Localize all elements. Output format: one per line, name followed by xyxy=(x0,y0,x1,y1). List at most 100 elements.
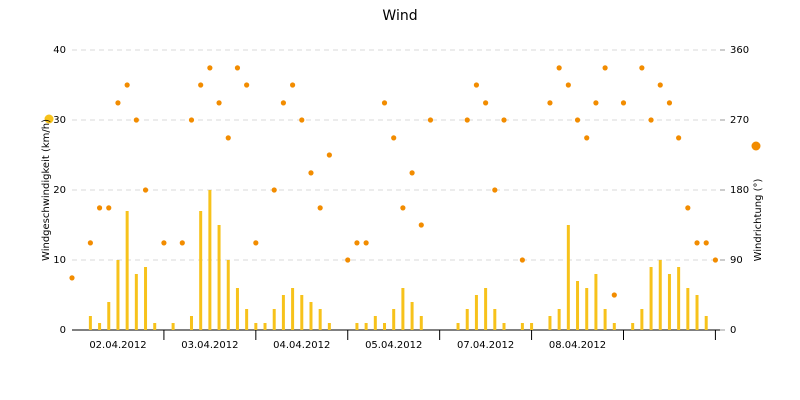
direction-point xyxy=(179,240,185,246)
x-tick-label: 03.04.2012 xyxy=(181,340,238,351)
y-tick-label: 40 xyxy=(53,45,66,56)
speed-bar xyxy=(649,267,653,330)
speed-bar xyxy=(171,323,175,330)
speed-bar xyxy=(677,267,681,330)
speed-bar xyxy=(125,211,129,330)
speed-bar xyxy=(318,309,322,330)
direction-point xyxy=(345,257,351,263)
x-tick-label: 04.04.2012 xyxy=(273,340,330,351)
speed-bar xyxy=(410,302,414,330)
speed-bar xyxy=(658,260,662,330)
speed-bar xyxy=(281,295,285,330)
speed-bar xyxy=(557,309,561,330)
x-tick-label: 02.04.2012 xyxy=(89,340,146,351)
direction-point xyxy=(574,117,581,123)
direction-point xyxy=(556,65,562,71)
y-tick-label: 10 xyxy=(53,255,66,266)
speed-bar xyxy=(245,309,249,330)
speed-bar xyxy=(686,288,690,330)
x-tick-label: 07.04.2012 xyxy=(457,340,514,351)
direction-point xyxy=(87,240,93,246)
direction-point xyxy=(308,170,314,176)
legend-marker xyxy=(44,114,54,124)
speed-bar xyxy=(134,274,138,330)
direction-point xyxy=(115,100,121,106)
direction-point xyxy=(648,117,654,123)
speed-bar xyxy=(189,316,193,330)
direction-point xyxy=(161,240,167,246)
direction-point xyxy=(501,117,507,123)
direction-point xyxy=(326,152,332,158)
direction-point xyxy=(216,100,222,106)
direction-point xyxy=(391,135,397,141)
speed-bar xyxy=(383,323,387,330)
speed-bar xyxy=(695,295,699,330)
direction-point xyxy=(565,82,571,88)
direction-point xyxy=(418,222,424,228)
y2-tick-label: 90 xyxy=(730,255,743,266)
direction-point xyxy=(124,82,130,88)
speed-bar xyxy=(612,323,616,330)
direction-point xyxy=(400,205,406,211)
speed-bar xyxy=(585,288,589,330)
speed-bar xyxy=(520,323,524,330)
speed-bar xyxy=(640,309,644,330)
direction-point xyxy=(602,65,608,71)
speed-bar xyxy=(603,309,607,330)
speed-bar xyxy=(566,225,570,330)
direction-point xyxy=(244,82,250,88)
speed-bar xyxy=(235,288,239,330)
speed-bar xyxy=(704,316,708,330)
direction-point xyxy=(299,117,305,123)
speed-bar xyxy=(98,323,102,330)
direction-point xyxy=(69,275,75,281)
direction-point xyxy=(703,240,709,246)
y2-tick-label: 360 xyxy=(730,45,749,56)
speed-bar xyxy=(667,274,671,330)
speed-bar xyxy=(153,323,157,330)
direction-point xyxy=(198,82,204,88)
direction-point xyxy=(409,170,415,176)
speed-bar xyxy=(594,274,598,330)
speed-bar xyxy=(364,323,368,330)
speed-bar xyxy=(502,323,506,330)
direction-point xyxy=(188,117,195,123)
y2-tick-label: 180 xyxy=(730,185,749,196)
direction-point xyxy=(666,100,673,106)
speed-bar xyxy=(88,316,92,330)
speed-bar xyxy=(107,302,111,330)
speed-bar xyxy=(548,316,552,330)
direction-point xyxy=(547,100,553,106)
speed-bar xyxy=(631,323,635,330)
direction-point xyxy=(106,205,112,211)
direction-point xyxy=(142,187,149,193)
direction-point xyxy=(225,135,231,141)
y-tick-label: 30 xyxy=(53,115,66,126)
direction-point xyxy=(519,257,525,263)
direction-point xyxy=(207,65,213,71)
speed-bar xyxy=(576,281,580,330)
speed-bar xyxy=(226,260,230,330)
x-tick-label: 08.04.2012 xyxy=(549,340,606,351)
direction-point xyxy=(473,82,480,88)
speed-bar xyxy=(208,190,212,330)
legend-label: Windgeschwindigkeit (km/h) xyxy=(41,119,52,261)
speed-bar xyxy=(263,323,267,330)
direction-point xyxy=(96,205,103,211)
speed-bar xyxy=(291,288,295,330)
speed-bar xyxy=(392,309,396,330)
direction-point xyxy=(676,135,682,141)
direction-point xyxy=(593,100,599,106)
direction-point xyxy=(694,240,700,246)
direction-point xyxy=(133,117,139,123)
direction-point xyxy=(611,292,617,298)
direction-point xyxy=(427,117,434,123)
y2-tick-label: 0 xyxy=(730,325,736,336)
speed-bar xyxy=(327,323,331,330)
speed-bar xyxy=(474,295,478,330)
speed-bar xyxy=(493,309,497,330)
direction-point xyxy=(280,100,287,106)
direction-point xyxy=(492,187,498,193)
speed-bar xyxy=(217,225,221,330)
direction-point xyxy=(271,187,277,193)
